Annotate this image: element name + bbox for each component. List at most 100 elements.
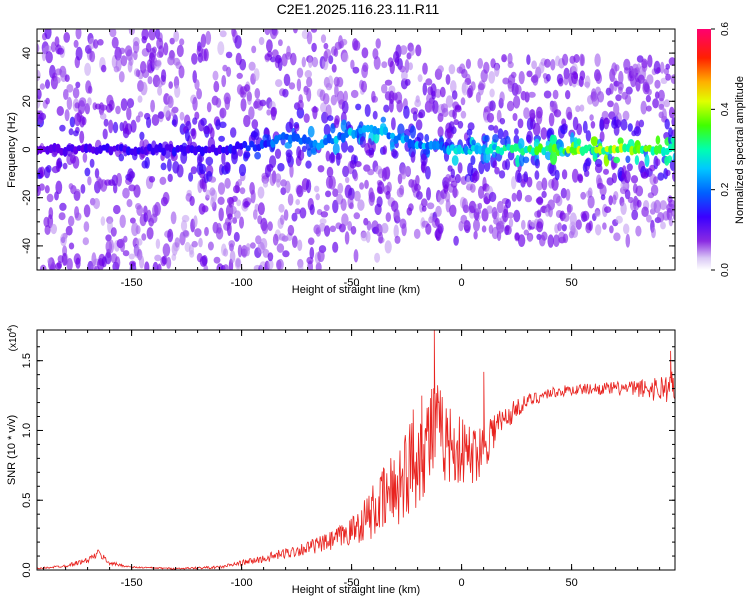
heatmap-cell (670, 74, 675, 84)
heatmap-cell (620, 119, 628, 131)
heatmap-cell (415, 44, 422, 57)
heatmap-cell (332, 199, 339, 214)
heatmap-cell (508, 218, 514, 228)
heatmap-cell (278, 203, 285, 213)
heatmap-cell (283, 73, 291, 87)
heatmap-cell (414, 183, 421, 192)
heatmap-cell (75, 29, 82, 40)
heatmap-cell (145, 42, 152, 53)
heatmap-cell (274, 148, 282, 159)
heatmap-cell (432, 100, 439, 114)
heatmap-cell (306, 87, 312, 102)
heatmap-cell (123, 235, 128, 243)
heatmap-cell (636, 199, 642, 208)
heatmap-cell (561, 224, 567, 232)
heatmap-cell (82, 152, 88, 163)
heatmap-cell (353, 212, 361, 220)
heatmap-cell (549, 162, 557, 177)
heatmap-cell (511, 192, 517, 202)
heatmap-cell (450, 80, 457, 94)
heatmap-cell (72, 156, 80, 169)
heatmap-cell (137, 95, 143, 103)
heatmap-cell (515, 154, 521, 168)
snr-x-label: Height of straight line (km) (292, 584, 420, 596)
heatmap-cell (421, 198, 428, 208)
heatmap-cell (46, 193, 54, 203)
heatmap-cell (318, 222, 326, 232)
heatmap-cell (378, 231, 384, 244)
y-tick-label: -20 (21, 190, 33, 206)
heatmap-cell (501, 55, 507, 63)
heatmap-cell (637, 74, 645, 84)
heatmap-cell (218, 135, 226, 142)
x-tick-label: -50 (344, 577, 360, 589)
heatmap-cell (254, 203, 260, 212)
heatmap-cell (237, 244, 243, 258)
heatmap-cell (512, 113, 518, 121)
heatmap-cell (571, 168, 579, 183)
heatmap-cell (609, 225, 614, 234)
heatmap-cell (440, 103, 448, 113)
heatmap-cell (612, 194, 617, 205)
heatmap-cell (232, 217, 238, 224)
heatmap-cell (469, 183, 476, 193)
heatmap-cell (573, 54, 580, 63)
heatmap-cell (595, 224, 602, 236)
heatmap-cell (147, 76, 153, 85)
heatmap-cell (462, 198, 468, 212)
heatmap-cell (630, 175, 639, 184)
heatmap-cell (266, 39, 273, 53)
colorbar-label: Normalized spectral amplitude (734, 76, 746, 224)
heatmap-cell (307, 125, 315, 138)
heatmap-cell (236, 199, 242, 207)
heatmap-cell (422, 62, 428, 75)
heatmap-cell (270, 56, 276, 63)
heatmap-cell (45, 79, 50, 89)
heatmap-cell (233, 231, 240, 242)
heatmap-cell (248, 106, 255, 120)
heatmap-cell (412, 111, 418, 122)
heatmap-cell (435, 205, 442, 217)
heatmap-cell (579, 104, 585, 112)
heatmap-cell (368, 193, 375, 206)
heatmap-cell (367, 138, 372, 149)
heatmap-cell (229, 250, 236, 264)
heatmap-cell (553, 109, 562, 118)
heatmap-cell (357, 199, 365, 211)
heatmap-cell (122, 250, 130, 257)
heatmap-cell (513, 209, 521, 223)
heatmap-cell (290, 52, 297, 66)
heatmap-cell (201, 205, 209, 213)
heatmap-cell (353, 171, 359, 182)
heatmap-cell (622, 110, 630, 121)
heatmap-cell (584, 75, 591, 89)
heatmap-cell (635, 185, 644, 197)
heatmap-cell (599, 116, 605, 131)
heatmap-cell (204, 226, 209, 237)
heatmap-cell (284, 180, 291, 194)
heatmap-cell (326, 166, 334, 178)
heatmap-cell (486, 112, 495, 123)
heatmap-cell (367, 168, 375, 176)
heatmap-cell (653, 176, 659, 185)
heatmap-cell (297, 99, 304, 111)
heatmap-cell (82, 237, 90, 246)
heatmap-cell (563, 73, 569, 86)
heatmap-cell (293, 29, 298, 34)
heatmap-cell (108, 239, 114, 254)
heatmap-cell (557, 222, 562, 232)
colorbar-ticks: 0.0 0.2 0.4 0.6 (711, 22, 731, 277)
heatmap-cell (81, 116, 87, 126)
heatmap-cell (660, 221, 666, 230)
heatmap-cell (276, 258, 284, 270)
heatmap-cell (207, 241, 214, 251)
heatmap-cell (209, 187, 216, 196)
heatmap-cell (404, 165, 411, 176)
heatmap-cell (627, 123, 633, 132)
heatmap-cell (282, 88, 289, 98)
heatmap-cell (528, 91, 536, 98)
heatmap-cell (136, 238, 143, 246)
x-tick-label: -150 (121, 577, 143, 589)
heatmap-cell (665, 169, 671, 177)
heatmap-cell (364, 179, 369, 189)
